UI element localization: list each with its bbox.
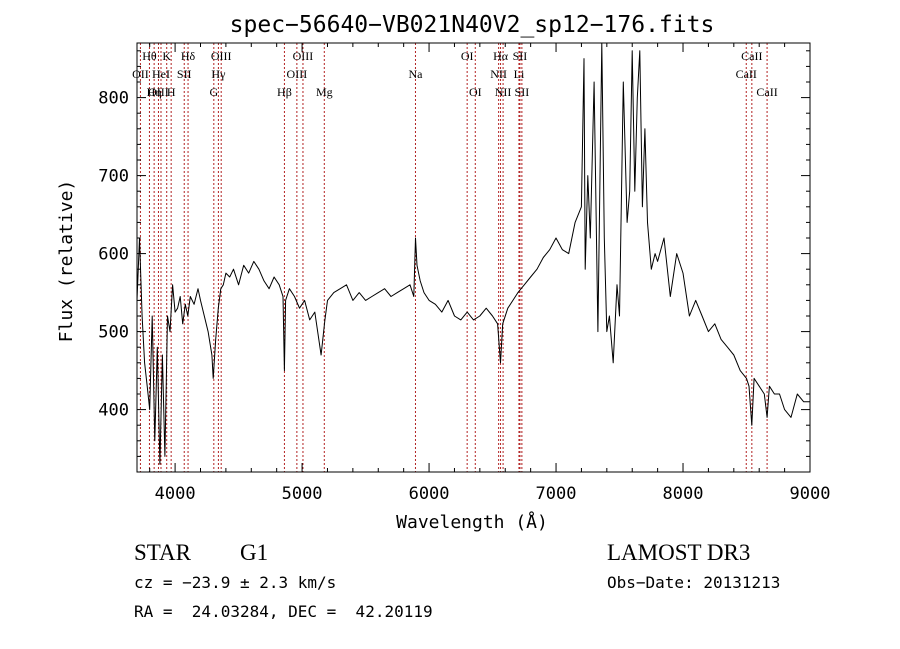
line-label-11: G	[209, 85, 218, 99]
obs-date: Obs−Date: 20131213	[607, 573, 781, 592]
spectrum-series-line	[136, 42, 810, 465]
object-subclass: G1	[240, 540, 269, 565]
x-axis: 4000 5000 6000 7000 8000 9000	[149, 43, 831, 504]
line-label-20: NII	[490, 67, 507, 81]
x-tick-label: 5000	[282, 484, 323, 504]
line-label-26: CaII	[736, 67, 757, 81]
line-label-1: OII	[132, 67, 149, 81]
line-label-21: NII	[495, 85, 512, 99]
line-label-27: CaII	[756, 85, 777, 99]
line-label-15: Mg	[316, 85, 333, 99]
line-label-23: Li	[514, 67, 525, 81]
coordinates: RA = 24.03284, DEC = 42.20119	[134, 602, 433, 621]
line-label-5: Hη	[147, 85, 162, 99]
line-label-4: HeI	[152, 67, 170, 81]
line-label-13: OIII	[287, 67, 308, 81]
object-class: STAR	[134, 540, 191, 565]
line-label-17: OI	[461, 49, 474, 63]
line-label-16: Na	[408, 67, 423, 81]
line-label-18: OI	[469, 85, 482, 99]
y-tick-label: 400	[98, 401, 129, 421]
line-label-2: OIII	[148, 85, 169, 99]
redshift-cz: cz = −23.9 ± 2.3 km/s	[134, 573, 337, 592]
line-label-3: K	[162, 49, 171, 63]
x-tick-label: 9000	[790, 484, 831, 504]
line-label-0: Hθ	[142, 49, 157, 63]
line-label-9: OIII	[211, 49, 232, 63]
chart-title: spec−56640−VB021N40V2_sp12−176.fits	[230, 12, 715, 38]
y-axis: 400 500 600 700 800	[98, 50, 810, 457]
line-label-22: SII	[513, 49, 528, 63]
x-tick-label: 7000	[536, 484, 577, 504]
line-label-12: OIII	[293, 49, 314, 63]
line-label-25: CaII	[741, 49, 762, 63]
line-label-6: Hδ	[181, 49, 196, 63]
line-label-8: H	[167, 85, 176, 99]
y-tick-label: 800	[98, 89, 129, 109]
x-axis-label: Wavelength (Å)	[396, 511, 548, 533]
x-tick-label: 4000	[155, 484, 196, 504]
survey-name: LAMOST DR3	[607, 540, 751, 565]
plot-frame	[136, 42, 811, 473]
line-label-7: SII	[177, 67, 192, 81]
x-tick-label: 6000	[409, 484, 450, 504]
y-tick-label: 700	[98, 167, 129, 187]
y-tick-label: 600	[98, 245, 129, 265]
x-tick-label: 8000	[663, 484, 704, 504]
y-tick-label: 500	[98, 323, 129, 343]
line-label-10: Hγ	[211, 67, 226, 81]
line-label-24: SII	[515, 85, 530, 99]
line-label-14: Hβ	[277, 85, 292, 99]
spectrum-chart: spec−56640−VB021N40V2_sp12−176.fits Hθ OI…	[56, 12, 831, 533]
y-axis-label: Flux (relative)	[56, 180, 77, 343]
line-label-19: Hα	[493, 49, 509, 63]
spectral-line-markers	[139, 43, 768, 472]
